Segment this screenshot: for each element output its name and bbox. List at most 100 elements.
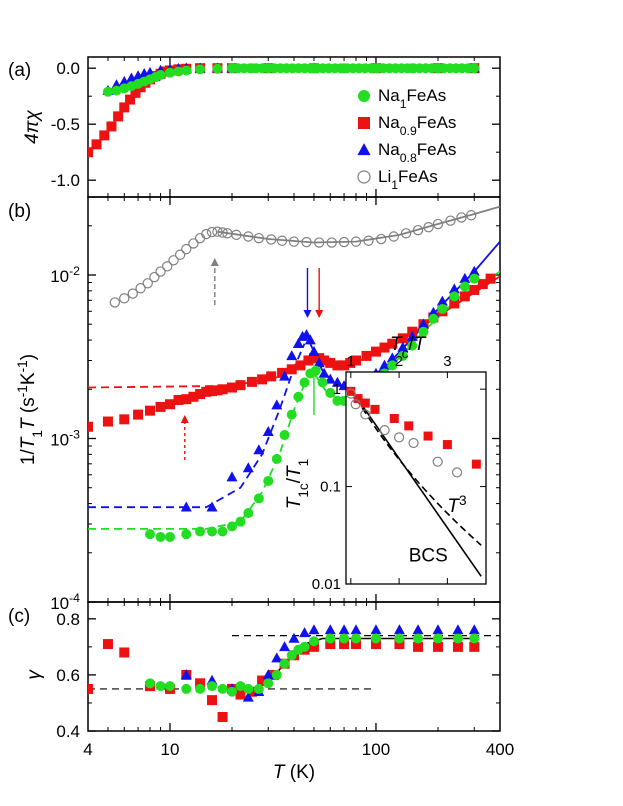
point-Na0.9FeAs [295, 360, 306, 371]
point-Na1FeAs [226, 521, 237, 532]
point-Li1FeAs [412, 224, 424, 236]
point-Na1FeAs [397, 350, 408, 361]
arrow-na09-dotted-head [180, 415, 189, 423]
inset-point-Na0.9FeAs [353, 394, 363, 404]
legend-marker [358, 117, 370, 129]
point-Na0.9FeAs [332, 360, 343, 371]
point-Na0.9FeAs [145, 405, 156, 416]
point-Na1FeAs [253, 493, 264, 504]
legend-label: Li1FeAs [378, 167, 438, 192]
point-Na0.8FeAs [299, 627, 311, 638]
point-Li1FeAs [253, 232, 265, 244]
panel-b-points [88, 205, 500, 542]
point-Na0.8FeAs [206, 501, 218, 512]
point-Li1FeAs [301, 236, 312, 248]
y-tick-label: 0.0 [56, 59, 80, 78]
x-tick-label: 100 [362, 740, 390, 759]
point-Na1FeAs [164, 531, 175, 542]
point-Na0.9FeAs [325, 639, 336, 650]
point-Na0.8FeAs [350, 624, 362, 635]
point-Na0.9FeAs [133, 409, 144, 420]
point-Na0.8FeAs [262, 425, 274, 436]
point-Na0.8FeAs [452, 624, 464, 635]
point-Na1FeAs [207, 526, 218, 537]
point-Na0.9FeAs [361, 350, 372, 361]
point-Na0.8FeAs [180, 501, 192, 512]
point-Li1FeAs [206, 226, 218, 238]
point-Na1FeAs [428, 313, 439, 324]
point-Na0.9FeAs [339, 360, 350, 371]
point-Na1FeAs [432, 633, 443, 644]
point-Na0.9FeAs [469, 284, 480, 295]
point-Na1FeAs [325, 633, 336, 644]
point-Na0.8FeAs [180, 669, 192, 680]
point-Na0.9FeAs [266, 371, 277, 382]
point-Na0.8FeAs [318, 367, 330, 378]
inset-x-tick-label: 1 [347, 353, 355, 370]
panel-c-points [88, 624, 480, 722]
point-Na0.9FeAs [217, 384, 228, 395]
point-Li1FeAs [363, 235, 374, 246]
x-tick-label: 4 [83, 740, 92, 759]
point-Na1FeAs [293, 391, 304, 402]
y-axis-label: γ [24, 669, 45, 680]
point-Na1FeAs [299, 641, 310, 652]
legend-marker [358, 90, 370, 102]
point-Li1FeAs [388, 231, 399, 242]
point-Na0.9FeAs [387, 338, 398, 349]
point-Na1FeAs [155, 531, 166, 542]
point-Na1FeAs [263, 475, 274, 486]
point-Na0.9FeAs [88, 147, 93, 158]
point-Na0.8FeAs [279, 641, 291, 652]
point-Li1FeAs [432, 218, 444, 230]
legend-label: Na0.8FeAs [378, 140, 456, 165]
point-Na1FeAs [351, 633, 362, 644]
point-Li1FeAs [188, 238, 199, 249]
point-Li1FeAs [109, 297, 121, 308]
fit-line-li1 [217, 205, 500, 244]
arrow-na09-head [315, 310, 324, 318]
point-Na0.9FeAs [155, 401, 166, 412]
point-Na1FeAs [279, 658, 290, 669]
point-Li1FeAs [326, 237, 337, 248]
point-Na0.9FeAs [201, 386, 212, 397]
point-Na0.8FeAs [436, 295, 448, 306]
point-Li1FeAs [445, 215, 456, 226]
inset-point-Na0.9FeAs [389, 413, 399, 423]
y-tick-label: 0.8 [56, 610, 80, 629]
point-Na0.8FeAs [417, 318, 429, 329]
point-Na0.9FeAs [432, 641, 443, 652]
point-Na0.9FeAs [119, 647, 130, 658]
point-Na1FeAs [339, 633, 350, 644]
point-Na0.9FeAs [195, 678, 206, 689]
point-Na0.9FeAs [394, 639, 405, 650]
panel-b-label: (b) [8, 201, 31, 222]
y-tick-label: 10-3 [50, 428, 80, 450]
point-Na1FeAs [370, 633, 381, 644]
point-Na0.9FeAs [113, 111, 124, 122]
point-Na1FeAs [459, 281, 470, 292]
point-Li1FeAs [135, 283, 146, 294]
point-Na0.8FeAs [459, 272, 471, 283]
x-tick-label: 400 [486, 740, 514, 759]
point-Na0.9FeAs [212, 385, 223, 396]
point-Na0.9FeAs [413, 641, 424, 652]
point-Na0.9FeAs [308, 641, 319, 652]
point-Na0.8FeAs [412, 624, 424, 635]
point-Na1FeAs [325, 387, 336, 398]
point-Na0.8FeAs [242, 462, 254, 473]
point-Na0.8FeAs [308, 345, 320, 356]
point-Na0.8FeAs [468, 265, 480, 276]
point-Na0.9FeAs [102, 639, 113, 650]
point-Li1FeAs [149, 271, 160, 283]
point-Na0.8FeAs [386, 352, 398, 363]
point-Na0.9FeAs [449, 298, 460, 309]
legend-marker [357, 143, 371, 156]
point-Na1FeAs [217, 526, 228, 537]
point-Na0.9FeAs [226, 382, 237, 393]
point-Na0.9FeAs [164, 399, 175, 410]
point-Na1FeAs [413, 633, 424, 644]
inset-point-Na0.9FeAs [370, 404, 380, 414]
point-Li1FeAs [162, 261, 173, 272]
